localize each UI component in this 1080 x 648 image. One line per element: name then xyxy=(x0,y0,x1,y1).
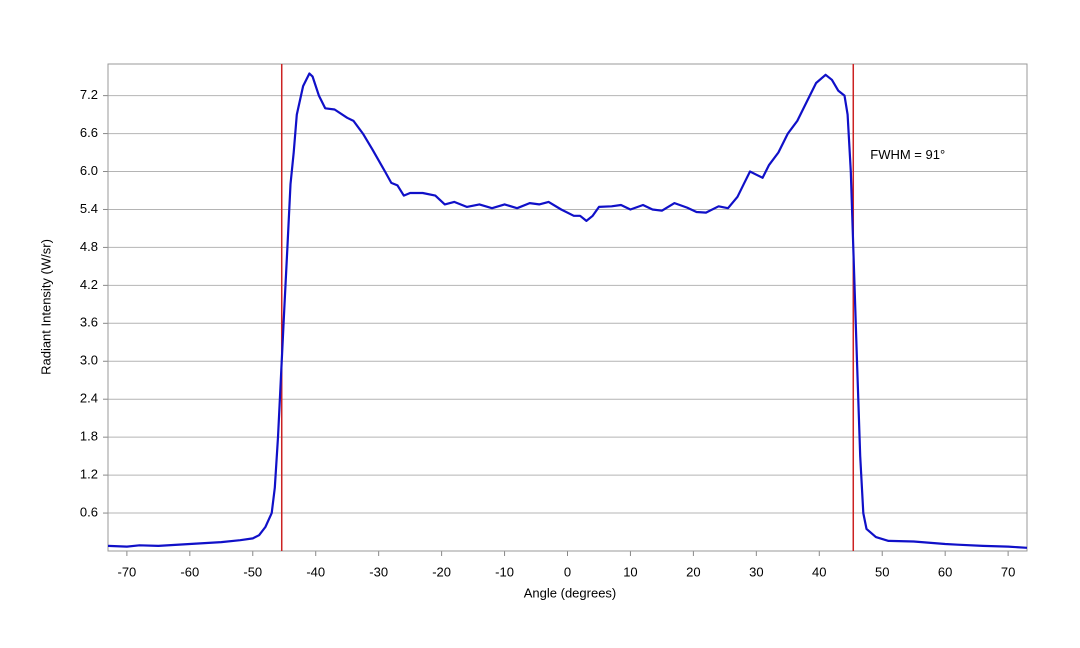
x-tick-label: 70 xyxy=(1001,564,1015,579)
x-tick-label: -10 xyxy=(495,564,514,579)
x-tick-label: -40 xyxy=(306,564,325,579)
y-tick-label: 6.0 xyxy=(80,163,98,178)
x-tick-label: 20 xyxy=(686,564,700,579)
x-tick-label: 60 xyxy=(938,564,952,579)
y-tick-label: 4.2 xyxy=(80,277,98,292)
intensity-line xyxy=(107,72,1028,549)
x-tick-label: 50 xyxy=(875,564,889,579)
y-tick-label: 3.0 xyxy=(80,353,98,368)
x-tick-label: -50 xyxy=(243,564,262,579)
x-tick-label: -30 xyxy=(369,564,388,579)
y-tick-label: 2.4 xyxy=(80,391,98,406)
y-tick-label: 1.8 xyxy=(80,429,98,444)
x-tick-label: 40 xyxy=(812,564,826,579)
y-tick-label: 7.2 xyxy=(80,87,98,102)
x-tick-label: -70 xyxy=(117,564,136,579)
y-tick-label: 3.6 xyxy=(80,315,98,330)
y-axis-label: Radiant Intensity (W/sr) xyxy=(38,239,53,375)
y-tick-label: 1.2 xyxy=(80,467,98,482)
x-tick-label: 10 xyxy=(623,564,637,579)
x-tick-label: -60 xyxy=(180,564,199,579)
y-tick-label: 5.4 xyxy=(80,201,98,216)
annotation: FWHM = 91° xyxy=(870,147,945,162)
y-tick-label: 4.8 xyxy=(80,239,98,254)
y-tick-label: 0.6 xyxy=(80,504,98,519)
x-tick-label: -20 xyxy=(432,564,451,579)
x-axis-label: Angle (degrees) xyxy=(524,585,617,600)
x-tick-label: 30 xyxy=(749,564,763,579)
x-tick-label: 0 xyxy=(564,564,571,579)
plot-frame xyxy=(107,63,1028,552)
y-tick-label: 6.6 xyxy=(80,125,98,140)
